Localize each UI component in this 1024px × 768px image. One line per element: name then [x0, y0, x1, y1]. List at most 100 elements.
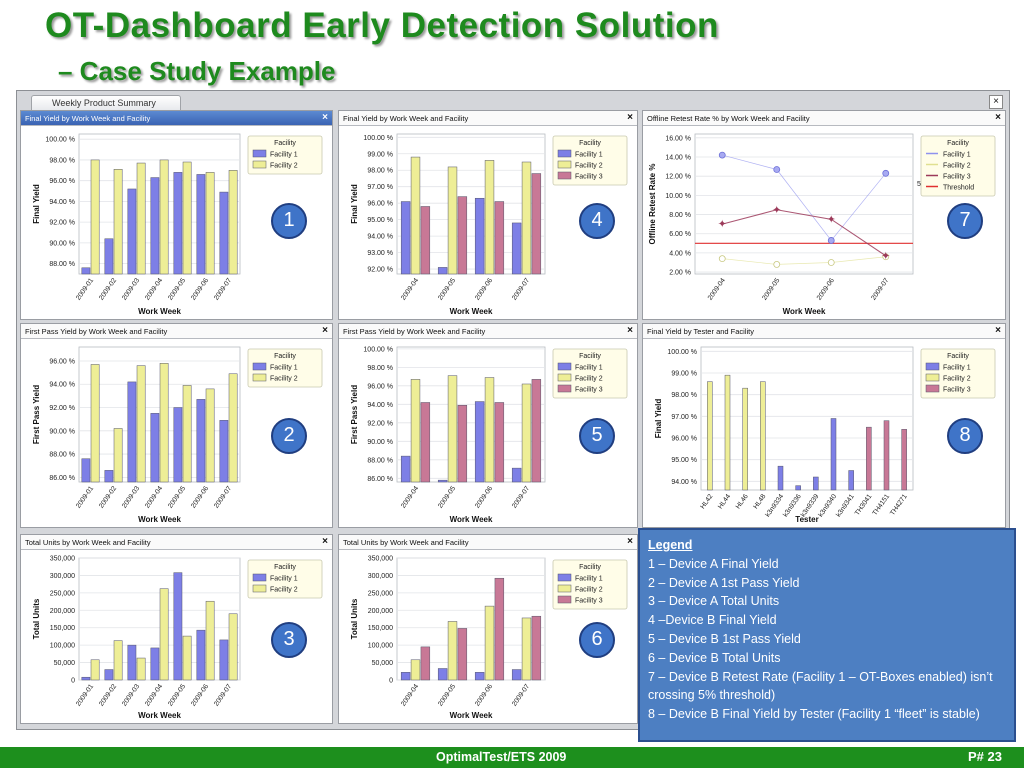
bar-facility-1-2009-05: [173, 572, 183, 681]
chart-legend: [920, 135, 996, 197]
tab-weekly-product-summary[interactable]: Weekly Product Summary: [31, 95, 181, 111]
bar-facility-2-2009-03: [136, 365, 146, 483]
x-axis-label: Work Week: [138, 307, 181, 316]
legend-swatch-facility-1: [557, 573, 572, 582]
legend-entry: Facility 3: [575, 387, 603, 394]
point-facility-1-2009-07: [882, 169, 890, 177]
y-tick-label: 150,000: [368, 625, 393, 632]
panel-header: Final Yield by Work Week and Facility ×: [339, 111, 637, 126]
plot-area: [78, 133, 241, 275]
legend-swatch-facility-1: [557, 149, 572, 158]
y-axis-label: Offline Retest Rate %: [648, 164, 657, 245]
chart-panel-6: Total Units by Work Week and Facility × 0 5…: [338, 534, 638, 724]
panel-close-icon[interactable]: ×: [627, 112, 633, 123]
chart-7: 2.00 % 4.00 % 6.00 % 8.00 % 10.00 % 12.00 % 14…: [648, 133, 996, 316]
x-tick-label: 2009-03: [121, 277, 141, 302]
panel-close-icon[interactable]: ×: [322, 112, 328, 123]
x-axis-label: Work Week: [138, 711, 181, 720]
number-badge-7: 7: [947, 203, 983, 239]
number-badge-5: 5: [579, 418, 615, 454]
x-tick-label: 2009-03: [121, 485, 141, 510]
y-tick-label: 94.00 %: [49, 199, 75, 206]
number-badge-2: 2: [271, 418, 307, 454]
x-axis-label: Work Week: [450, 307, 493, 316]
bar-facility-2-2009-06: [484, 160, 495, 275]
bar-facility-1-2009-04: [150, 413, 160, 483]
panel-close-icon[interactable]: ×: [627, 325, 633, 336]
bar-facility-2-2009-04: [159, 363, 169, 483]
legend-swatch-facility-1: [252, 573, 267, 582]
chart-panel-8: Final Yield by Tester and Facility × 94.00…: [642, 323, 1006, 528]
y-tick-label: 92.00 %: [367, 420, 393, 427]
legend-entry: Facility 3: [943, 387, 971, 394]
footer-bar: OptimalTest/ETS 2009 P# 23: [0, 747, 1024, 768]
bar-facility-3-2009-07: [531, 379, 542, 483]
legend-entry: Facility 2: [270, 163, 298, 170]
legend-entry: Facility 1: [575, 365, 603, 372]
panel-close-icon[interactable]: ×: [627, 536, 633, 547]
legend-item-2: 2 – Device A 1st Pass Yield: [648, 575, 800, 590]
legend-swatch-facility-1: [557, 362, 572, 371]
legend-swatch-facility-3: [557, 384, 572, 393]
bar-facility-2-2009-07: [228, 170, 238, 275]
panel-header: Total Units by Work Week and Facility ×: [339, 535, 637, 550]
y-tick-label: 300,000: [50, 573, 75, 580]
panel-close-icon[interactable]: ×: [322, 536, 328, 547]
chart-legend-title: Facility: [947, 353, 969, 360]
x-tick-label: 2009-06: [474, 683, 494, 708]
window-close-icon[interactable]: ×: [989, 95, 1003, 109]
bar-facility-2-2009-03: [136, 657, 146, 681]
y-tick-label: 100.00 %: [363, 135, 393, 142]
legend-swatch-facility-2: [557, 373, 572, 382]
bar-facility-2-2009-01: [90, 364, 100, 483]
x-tick-label: HL42: [699, 493, 714, 511]
panel-close-icon[interactable]: ×: [322, 325, 328, 336]
chart-legend: [552, 559, 628, 610]
x-tick-label: 2009-07: [511, 277, 531, 302]
x-tick-label: 2009-05: [167, 277, 187, 302]
x-tick-label: 2009-04: [144, 485, 164, 510]
x-tick-label: 2009-04: [707, 277, 727, 302]
plot-area: [78, 557, 241, 681]
chart-title: Total Units by Work Week and Facility: [25, 537, 151, 547]
legend-entry: Facility 3: [575, 598, 603, 605]
chart-panel-4: Final Yield by Work Week and Facility × 92…: [338, 110, 638, 320]
chart-5: 86.00 % 88.00 % 90.00 % 92.00 % 94.00 % 96.00…: [350, 346, 628, 524]
bar-facility-1-2009-04: [150, 177, 160, 275]
panel-close-icon[interactable]: ×: [995, 325, 1001, 336]
bar-facility-1-k3n9339: [813, 476, 819, 491]
chart-legend: [552, 135, 628, 186]
x-tick-label: 2009-04: [144, 683, 164, 708]
bar-facility-2-2009-05: [447, 621, 458, 681]
legend-swatch-facility-3: [557, 595, 572, 604]
x-tick-label: 2009-04: [400, 683, 420, 708]
x-tick-label: 2009-06: [190, 683, 210, 708]
bar-facility-1-2009-06: [474, 401, 485, 483]
y-axis-label: Total Units: [350, 598, 359, 639]
panel-close-icon[interactable]: ×: [995, 112, 1001, 123]
panel-header: Offline Retest Rate % by Work Week and F…: [643, 111, 1005, 126]
bar-facility-2-2009-06: [484, 377, 495, 483]
chart-legend-title: Facility: [579, 140, 601, 147]
chart-title: Final Yield by Work Week and Facility: [343, 113, 469, 123]
bar-facility-2-hl48: [760, 381, 766, 491]
chart-1: 88.00 % 90.00 % 92.00 % 94.00 % 96.00 % 98.00…: [32, 133, 323, 316]
y-axis-label: Final Yield: [32, 184, 41, 224]
bar-facility-2-2009-03: [136, 162, 146, 275]
bar-facility-1-2009-04: [400, 455, 411, 483]
bar-facility-1-2009-07: [511, 669, 522, 681]
y-axis-label: First Pass Yield: [32, 385, 41, 444]
y-tick-label: 0: [389, 678, 393, 685]
legend-swatch-facility-1: [252, 149, 267, 158]
y-tick-label: 100.00 %: [667, 349, 697, 356]
legend-entry: Facility 1: [943, 152, 971, 159]
legend-swatch-facility-2: [252, 373, 267, 382]
x-axis-label: Tester: [795, 515, 818, 524]
bar-facility-1-2009-07: [219, 420, 229, 483]
bar-facility-2-2009-04: [159, 588, 169, 681]
x-axis-label: Work Week: [450, 711, 493, 720]
y-tick-label: 96.00 %: [49, 178, 75, 185]
y-tick-label: 16.00 %: [665, 135, 691, 142]
point-facility-1-2009-05: [773, 166, 781, 173]
chart-3: 0 50,000 100,000 150,000 200,000 250,000 300,0…: [32, 556, 323, 720]
